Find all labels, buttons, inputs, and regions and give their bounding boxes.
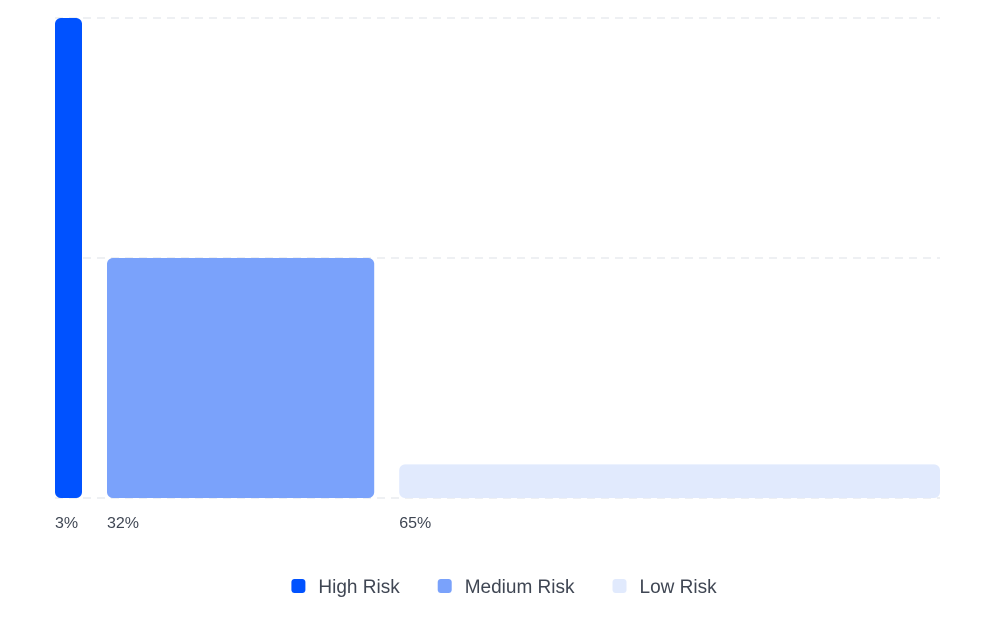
- legend-swatch-low-risk: [612, 579, 627, 593]
- bars: [55, 18, 940, 498]
- legend-item-medium-risk[interactable]: Medium Risk: [437, 577, 575, 598]
- legend-swatch-high-risk: [291, 579, 306, 593]
- legend-label-high-risk: High Risk: [318, 577, 400, 598]
- legend-label-low-risk: Low Risk: [640, 577, 718, 598]
- share-label-medium-risk: 32%: [107, 515, 139, 532]
- bar-high-risk[interactable]: [55, 18, 82, 498]
- bar-low-risk[interactable]: [399, 464, 940, 498]
- share-label-low-risk: 65%: [399, 515, 431, 532]
- share-label-high-risk: 3%: [55, 515, 78, 532]
- legend-label-medium-risk: Medium Risk: [465, 577, 575, 598]
- legend: High Risk Medium Risk Low Risk: [291, 577, 717, 598]
- bar-medium-risk[interactable]: [107, 258, 375, 498]
- legend-item-high-risk[interactable]: High Risk: [291, 577, 400, 598]
- legend-item-low-risk[interactable]: Low Risk: [612, 577, 718, 598]
- share-labels: 3% 32% 65%: [55, 515, 431, 532]
- legend-swatch-medium-risk: [437, 579, 452, 593]
